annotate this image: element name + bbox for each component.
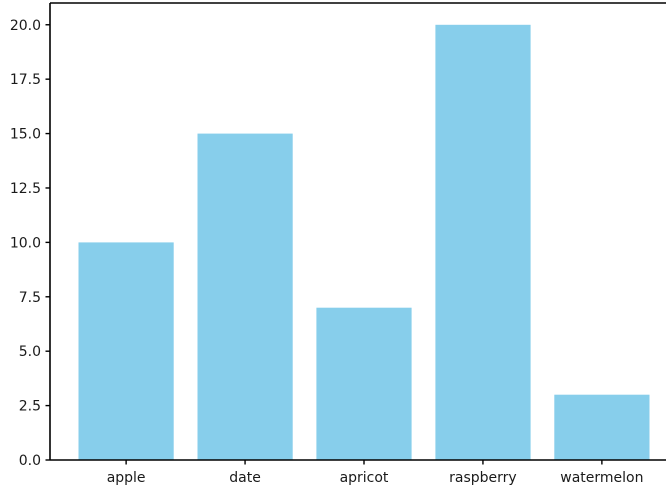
x-tick-label-date: date: [229, 470, 261, 486]
y-tick-label: 20.0: [10, 18, 41, 34]
bar-raspberry: [435, 24, 531, 461]
y-tick-label: 2.5: [19, 399, 41, 415]
y-tick-label: 15.0: [10, 127, 41, 143]
x-tick-label-apricot: apricot: [340, 470, 389, 486]
y-tick-label: 12.5: [10, 181, 41, 197]
x-tick-label-raspberry: raspberry: [449, 470, 517, 486]
y-tick-label: 7.5: [19, 290, 41, 306]
x-tick-label-watermelon: watermelon: [560, 470, 643, 486]
bar-watermelon: [554, 394, 650, 460]
y-tick-label: 0.0: [19, 453, 41, 469]
bar-apricot: [316, 307, 412, 460]
bar-apple: [78, 242, 174, 460]
y-tick-label: 10.0: [10, 235, 41, 251]
y-tick-label: 5.0: [19, 344, 41, 360]
x-tick-label-apple: apple: [107, 470, 146, 486]
y-tick-label: 17.5: [10, 72, 41, 88]
bar-date: [197, 133, 293, 460]
